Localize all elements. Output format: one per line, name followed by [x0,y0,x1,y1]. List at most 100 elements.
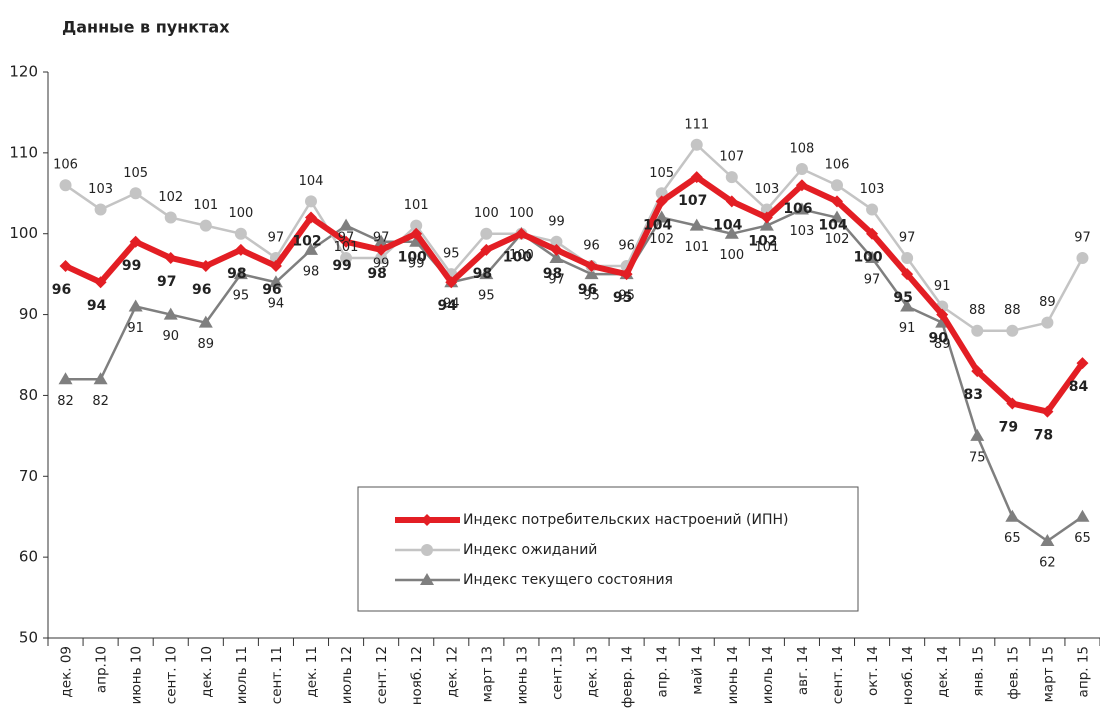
point [94,276,107,289]
value-label: 101 [754,240,779,255]
x-tick-label: июнь 13 [514,646,530,704]
x-tick-label: июль 11 [234,646,250,704]
value-label: 108 [790,142,815,157]
value-label: 101 [404,198,429,213]
point [901,268,914,281]
point [198,315,213,328]
value-label: 107 [678,193,707,209]
point [164,251,177,264]
y-tick-label: 60 [19,548,38,566]
point [585,260,598,273]
chart-title: Данные в пунктах [62,18,230,37]
value-label: 95 [893,290,912,306]
value-label: 100 [474,206,499,221]
x-tick-label: сент. 11 [269,646,285,704]
point [1041,316,1054,329]
value-label: 97 [268,230,285,245]
point [340,235,353,248]
x-tick-label: сент. 10 [164,646,180,704]
value-label: 96 [192,282,211,298]
value-label: 95 [233,289,250,304]
value-label: 95 [478,289,495,304]
point [409,234,424,247]
value-label: 96 [618,239,635,254]
point [550,243,563,256]
value-label: 94 [438,298,458,314]
point [795,163,808,176]
value-label: 100 [398,250,427,266]
x-tick-label: янв. 15 [970,646,986,697]
point [1041,405,1054,418]
value-label: 105 [123,166,148,181]
value-label: 97 [864,272,881,287]
x-tick-label: март 13 [479,646,495,702]
x-tick-label: апр. 15 [1075,646,1091,697]
value-label: 103 [860,182,885,197]
legend-marker [421,514,433,526]
value-label: 99 [122,258,141,274]
point [199,219,212,232]
value-label: 100 [719,248,744,263]
y-tick-label: 110 [9,143,38,161]
point [479,267,494,280]
x-tick-label: фев. 15 [1005,646,1021,700]
point [1005,509,1020,522]
x-tick-label: сент. 12 [374,646,390,704]
point [689,218,704,231]
point [865,250,880,263]
x-tick-label: нояб. 14 [900,646,916,705]
value-label: 97 [1074,230,1091,245]
y-tick-label: 80 [19,386,38,404]
x-tick-label: июль 14 [760,646,776,704]
x-tick-label: июль 12 [339,646,355,704]
value-label: 96 [578,282,597,298]
point [584,267,599,280]
point [445,276,458,289]
point [1075,509,1090,522]
value-label: 103 [754,182,779,197]
x-tick-label: дек. 12 [444,646,460,698]
point [1006,324,1019,337]
value-label: 98 [543,266,562,282]
x-tick-label: май 14 [690,646,706,695]
value-label: 91 [127,321,144,336]
point [93,372,108,385]
point [830,210,844,223]
value-label: 96 [52,282,71,298]
series-line [64,174,1085,415]
value-label: 90 [162,329,179,344]
value-label: 95 [618,289,635,304]
x-tick-label: дек. 11 [304,646,320,698]
point [654,210,669,223]
value-label: 78 [1034,428,1053,444]
value-label: 105 [649,166,674,181]
y-tick-label: 100 [9,224,38,242]
value-label: 89 [934,337,951,352]
value-label: 89 [198,337,215,352]
point [410,227,423,240]
value-label: 94 [443,297,460,312]
point [1076,251,1089,264]
point [690,171,703,184]
legend-label: Индекс текущего состояния [463,572,673,588]
point [305,211,317,224]
value-label: 104 [713,217,742,233]
point [655,195,668,208]
point [1006,397,1019,410]
value-label: 103 [88,182,113,197]
value-label: 102 [158,190,183,205]
value-label: 101 [193,198,218,213]
y-tick-label: 90 [19,305,38,323]
value-label: 100 [853,250,882,266]
value-label: 97 [157,274,176,290]
value-label: 103 [790,224,815,239]
point [900,299,915,312]
value-label: 97 [373,230,390,245]
point [59,260,72,273]
point [690,138,703,151]
x-tick-label: июнь 10 [129,646,145,704]
legend-marker [421,544,433,556]
legend-label: Индекс ожиданий [463,542,597,558]
value-label: 100 [503,250,532,266]
value-label: 65 [1074,531,1091,546]
